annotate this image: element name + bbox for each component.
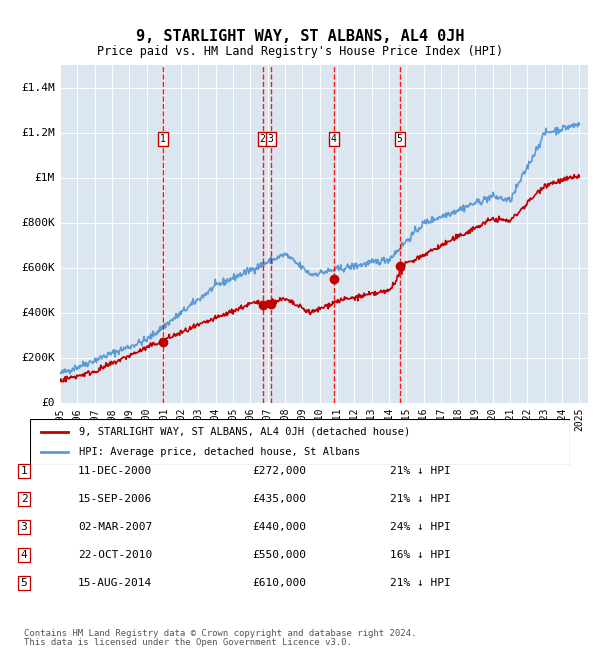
Text: £440,000: £440,000 xyxy=(252,522,306,532)
Text: 11-DEC-2000: 11-DEC-2000 xyxy=(78,466,152,476)
Text: £550,000: £550,000 xyxy=(252,550,306,560)
Text: 1: 1 xyxy=(160,135,166,144)
Text: £600K: £600K xyxy=(21,263,55,273)
Text: £800K: £800K xyxy=(21,218,55,227)
Text: 9, STARLIGHT WAY, ST ALBANS, AL4 0JH: 9, STARLIGHT WAY, ST ALBANS, AL4 0JH xyxy=(136,29,464,44)
Text: Contains HM Land Registry data © Crown copyright and database right 2024.: Contains HM Land Registry data © Crown c… xyxy=(24,629,416,638)
Text: 4: 4 xyxy=(331,135,337,144)
Text: 2: 2 xyxy=(20,494,28,504)
Text: 21% ↓ HPI: 21% ↓ HPI xyxy=(390,466,451,476)
Text: HPI: Average price, detached house, St Albans: HPI: Average price, detached house, St A… xyxy=(79,447,360,457)
Text: 21% ↓ HPI: 21% ↓ HPI xyxy=(390,578,451,588)
Text: 5: 5 xyxy=(397,135,403,144)
Text: £610,000: £610,000 xyxy=(252,578,306,588)
Text: 16% ↓ HPI: 16% ↓ HPI xyxy=(390,550,451,560)
Text: £272,000: £272,000 xyxy=(252,466,306,476)
Text: 15-AUG-2014: 15-AUG-2014 xyxy=(78,578,152,588)
Text: 4: 4 xyxy=(20,550,28,560)
Text: £1.2M: £1.2M xyxy=(21,127,55,138)
Text: 15-SEP-2006: 15-SEP-2006 xyxy=(78,494,152,504)
Text: £0: £0 xyxy=(41,398,55,408)
Text: 02-MAR-2007: 02-MAR-2007 xyxy=(78,522,152,532)
Text: 21% ↓ HPI: 21% ↓ HPI xyxy=(390,494,451,504)
Text: 9, STARLIGHT WAY, ST ALBANS, AL4 0JH (detached house): 9, STARLIGHT WAY, ST ALBANS, AL4 0JH (de… xyxy=(79,427,410,437)
Text: 1: 1 xyxy=(20,466,28,476)
Text: £400K: £400K xyxy=(21,308,55,318)
Text: 2: 2 xyxy=(260,135,266,144)
Text: £435,000: £435,000 xyxy=(252,494,306,504)
Text: £1.4M: £1.4M xyxy=(21,83,55,92)
Text: £1M: £1M xyxy=(34,173,55,183)
Text: 3: 3 xyxy=(20,522,28,532)
Text: £200K: £200K xyxy=(21,353,55,363)
Text: Price paid vs. HM Land Registry's House Price Index (HPI): Price paid vs. HM Land Registry's House … xyxy=(97,46,503,58)
Text: 22-OCT-2010: 22-OCT-2010 xyxy=(78,550,152,560)
Text: This data is licensed under the Open Government Licence v3.0.: This data is licensed under the Open Gov… xyxy=(24,638,352,647)
FancyBboxPatch shape xyxy=(30,419,570,465)
Text: 3: 3 xyxy=(268,135,274,144)
Text: 24% ↓ HPI: 24% ↓ HPI xyxy=(390,522,451,532)
Text: 5: 5 xyxy=(20,578,28,588)
